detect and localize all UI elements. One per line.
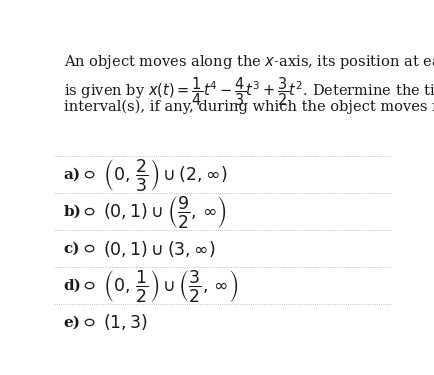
Text: $(1, 3)$: $(1, 3)$ (103, 312, 148, 333)
Text: a): a) (64, 168, 81, 182)
Text: $(0, 1) \cup \left(\dfrac{9}{2},\, \infty\right)$: $(0, 1) \cup \left(\dfrac{9}{2},\, \inft… (103, 194, 227, 230)
Text: An object moves along the $x$-axis, its position at each time $t \geq 0$: An object moves along the $x$-axis, its … (64, 52, 434, 71)
Text: b): b) (64, 205, 82, 219)
Text: $(0, 1) \cup (3, \infty)$: $(0, 1) \cup (3, \infty)$ (103, 238, 216, 259)
Text: is given by $x(t) = \dfrac{1}{4}t^4 - \dfrac{4}{3}t^3 + \dfrac{3}{2}t^2$. Determ: is given by $x(t) = \dfrac{1}{4}t^4 - \d… (64, 76, 434, 108)
Text: e): e) (64, 315, 81, 330)
Text: $\left(0,\, \dfrac{1}{2}\right) \cup \left(\dfrac{3}{2},\, \infty\right)$: $\left(0,\, \dfrac{1}{2}\right) \cup \le… (103, 267, 238, 303)
Text: interval(s), if any, during which the object moves right.: interval(s), if any, during which the ob… (64, 100, 434, 114)
Text: c): c) (64, 242, 80, 256)
Text: $\left(0,\, \dfrac{2}{3}\right) \cup (2, \infty)$: $\left(0,\, \dfrac{2}{3}\right) \cup (2,… (103, 157, 227, 193)
Text: d): d) (64, 279, 82, 292)
